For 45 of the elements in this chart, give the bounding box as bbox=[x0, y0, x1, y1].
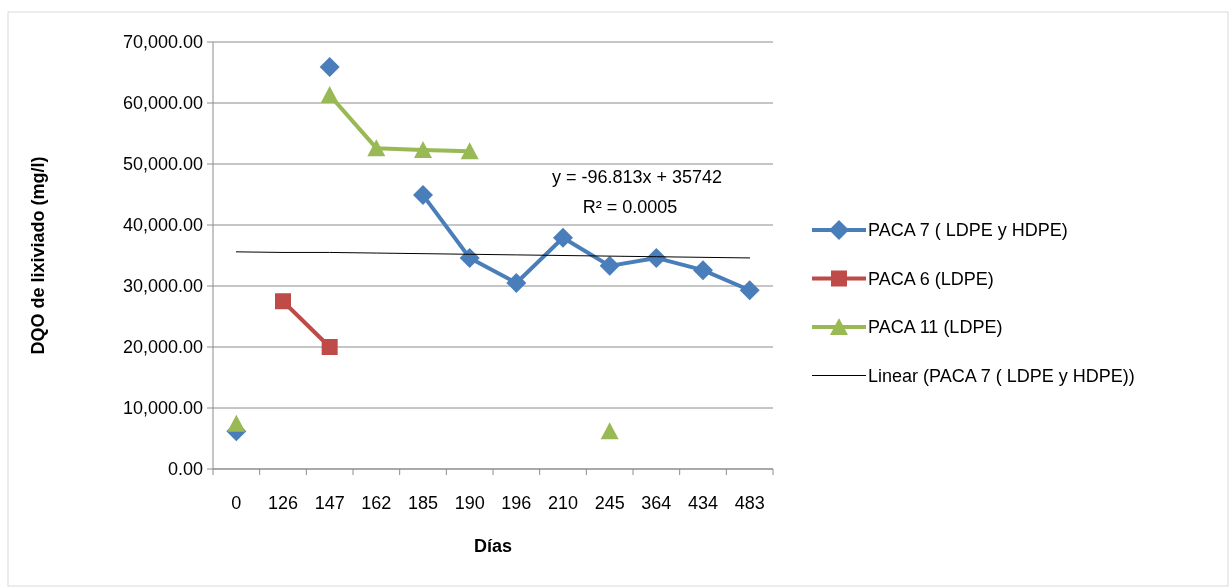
x-tick-label: 364 bbox=[641, 493, 672, 513]
legend-label: Linear (PACA 7 ( LDPE y HDPE)) bbox=[868, 365, 1135, 386]
x-tick-label: 126 bbox=[267, 493, 299, 513]
point bbox=[319, 57, 340, 78]
y-tick-label: 40,000.00 bbox=[122, 215, 203, 236]
y-tick-label: 20,000.00 bbox=[122, 337, 203, 358]
x-tick-label: 185 bbox=[407, 493, 439, 513]
point bbox=[553, 227, 573, 248]
x-tick-label: 245 bbox=[594, 493, 625, 513]
point bbox=[646, 247, 667, 268]
x-tick-label: 210 bbox=[547, 493, 579, 513]
point bbox=[739, 280, 760, 301]
x-tick-label: 190 bbox=[454, 493, 485, 513]
point bbox=[460, 142, 479, 160]
y-tick-label: 70,000.00 bbox=[122, 32, 203, 53]
point bbox=[600, 422, 619, 440]
x-tick-label: 483 bbox=[734, 493, 765, 513]
y-tick-label: 50,000.00 bbox=[122, 154, 203, 175]
y-tick-label: 30,000.00 bbox=[122, 276, 203, 297]
annotation: R² = 0.0005 bbox=[582, 197, 678, 217]
point bbox=[321, 339, 338, 355]
legend-label: PACA 6 (LDPE) bbox=[868, 268, 994, 289]
point bbox=[693, 260, 713, 281]
y-axis-title: DQO de lixiviado (mg/l) bbox=[28, 156, 48, 355]
x-tick-label: 0 bbox=[231, 493, 242, 513]
legend-label: PACA 7 ( LDPE y HDPE) bbox=[868, 220, 1068, 241]
point bbox=[506, 272, 527, 293]
y-tick-label: 10,000.00 bbox=[122, 398, 203, 419]
x-tick-label: 147 bbox=[314, 493, 345, 513]
point bbox=[599, 255, 620, 276]
point bbox=[320, 86, 339, 104]
point bbox=[414, 140, 432, 158]
x-axis-title: Días bbox=[473, 536, 513, 556]
annotation: y = -96.813x + 35742 bbox=[551, 167, 723, 187]
point bbox=[227, 414, 246, 432]
y-tick-label: 60,000.00 bbox=[122, 93, 203, 114]
point bbox=[275, 293, 291, 310]
x-tick-label: 162 bbox=[361, 493, 392, 513]
x-tick-label: 434 bbox=[687, 493, 719, 513]
point bbox=[459, 247, 480, 268]
legend-label: PACA 11 (LDPE) bbox=[868, 317, 1003, 338]
x-tick-label: 196 bbox=[501, 493, 532, 513]
y-tick-label: 0.00 bbox=[167, 459, 203, 480]
point bbox=[413, 185, 433, 206]
point bbox=[367, 139, 386, 157]
